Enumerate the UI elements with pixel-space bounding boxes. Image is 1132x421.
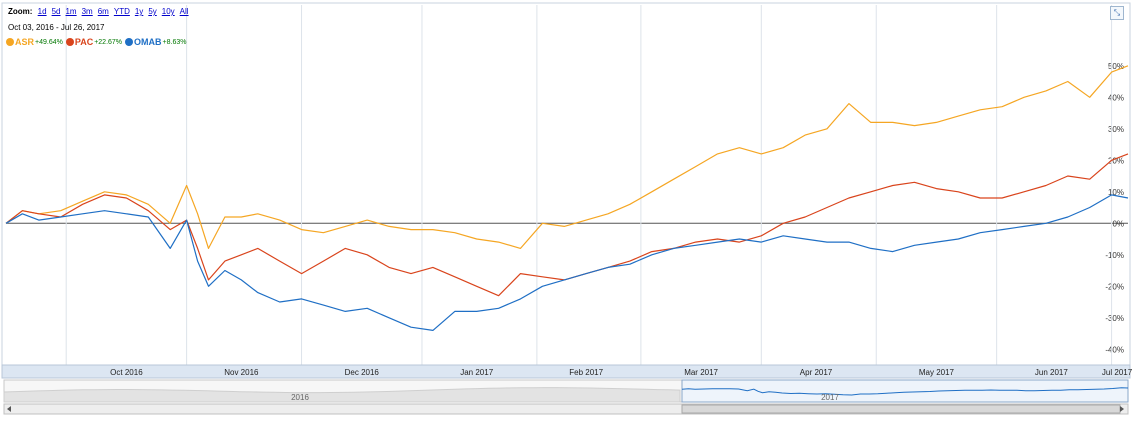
zoom-option-ytd[interactable]: YTD bbox=[113, 7, 130, 16]
chart-frame bbox=[1, 2, 1131, 366]
legend-name: PAC bbox=[74, 37, 94, 47]
zoom-option-1m[interactable]: 1m bbox=[65, 7, 77, 16]
y-tick-label: 0% bbox=[1112, 219, 1124, 228]
x-tick-label: May 2017 bbox=[919, 368, 955, 377]
legend-change: +49.64% bbox=[35, 38, 63, 46]
legend-name: OMAB bbox=[134, 37, 162, 47]
x-tick-label: Jul 2017 bbox=[1102, 368, 1132, 377]
series-line-pac[interactable] bbox=[5, 153, 1129, 297]
legend-item-asr[interactable]: ASR +49.64% bbox=[6, 37, 63, 47]
legend-item-pac[interactable]: PAC +22.67% bbox=[65, 37, 123, 47]
y-tick-label: 30% bbox=[1108, 125, 1124, 134]
x-axis-band bbox=[1, 364, 1131, 379]
zoom-option-1d[interactable]: 1d bbox=[37, 7, 47, 16]
legend-item-omab[interactable]: OMAB +8.63% bbox=[125, 37, 186, 47]
x-tick-label: Feb 2017 bbox=[569, 368, 603, 377]
legend-dot-icon bbox=[6, 38, 14, 46]
expand-arrows-icon: ⤡ bbox=[1113, 8, 1121, 17]
zoom-bar: Zoom: 1d 5d 1m 3m 6m YTD 1y 5y 10y All bbox=[8, 7, 194, 16]
navigator-scrollbar[interactable] bbox=[3, 403, 1129, 415]
scroll-left-arrow-icon[interactable] bbox=[7, 406, 11, 412]
legend-dot-icon bbox=[125, 38, 134, 46]
scrollbar-thumb[interactable] bbox=[681, 404, 1121, 414]
y-tick-label: 40% bbox=[1108, 93, 1124, 102]
zoom-option-10y[interactable]: 10y bbox=[161, 7, 175, 16]
navigator-selection[interactable] bbox=[681, 379, 1129, 403]
legend-change: +22.67% bbox=[94, 38, 123, 46]
x-tick-label: Apr 2017 bbox=[800, 368, 833, 377]
y-tick-label: -40% bbox=[1105, 345, 1124, 354]
x-tick-label: Jun 2017 bbox=[1035, 368, 1068, 377]
y-tick-label: 10% bbox=[1108, 188, 1124, 197]
y-tick-label: -20% bbox=[1105, 282, 1124, 291]
zoom-option-1y[interactable]: 1y bbox=[134, 7, 144, 16]
x-tick-label: Oct 2016 bbox=[110, 368, 143, 377]
legend: ASR +49.64% PAC +22.67% OMAB +8.63% bbox=[6, 37, 189, 47]
scroll-right-arrow-icon[interactable] bbox=[1120, 406, 1124, 412]
navigator-year-label: 2017 bbox=[821, 393, 839, 402]
x-tick-label: Dec 2016 bbox=[345, 368, 380, 377]
x-tick-label: Nov 2016 bbox=[224, 368, 259, 377]
series-line-omab[interactable] bbox=[5, 194, 1129, 331]
navigator-line bbox=[681, 387, 1129, 396]
navigator-year-label: 2016 bbox=[291, 393, 309, 402]
y-tick-label: -10% bbox=[1105, 251, 1124, 260]
x-tick-label: Mar 2017 bbox=[684, 368, 718, 377]
zoom-option-5d[interactable]: 5d bbox=[51, 7, 61, 16]
zoom-label: Zoom: bbox=[8, 7, 33, 16]
series-line-asr[interactable] bbox=[5, 65, 1129, 249]
y-tick-label: 50% bbox=[1108, 62, 1124, 71]
zoom-option-all[interactable]: All bbox=[179, 7, 189, 16]
expand-chart-button[interactable]: ⤡ bbox=[1110, 6, 1124, 20]
navigator-history-area bbox=[3, 387, 681, 403]
zoom-option-5y[interactable]: 5y bbox=[148, 7, 157, 16]
zoom-option-3m[interactable]: 3m bbox=[81, 7, 93, 16]
x-tick-label: Jan 2017 bbox=[460, 368, 493, 377]
zoom-option-6m[interactable]: 6m bbox=[97, 7, 109, 16]
date-range: Oct 03, 2016 - Jul 26, 2017 bbox=[8, 23, 105, 32]
legend-dot-icon bbox=[65, 38, 74, 46]
legend-name: ASR bbox=[15, 37, 35, 47]
legend-change: +8.63% bbox=[162, 38, 187, 46]
y-tick-label: -30% bbox=[1105, 314, 1124, 323]
y-tick-label: 20% bbox=[1108, 156, 1124, 165]
